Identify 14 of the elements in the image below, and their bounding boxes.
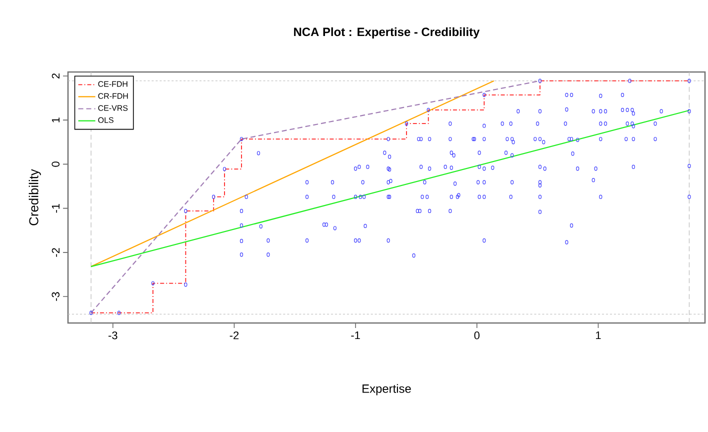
y-tick-label: -1	[52, 204, 60, 213]
y-tick-label: -2	[52, 248, 60, 257]
y-axis-title: Credibility	[28, 169, 41, 226]
x-tick-label: -3	[108, 332, 118, 340]
chart-title: NCA Plot : Expertise - Credibility	[294, 27, 480, 38]
y-tick-label: 1	[52, 118, 60, 122]
y-tick-label: 0	[52, 162, 60, 167]
x-axis-title: Expertise	[362, 384, 411, 396]
x-tick-label: -2	[230, 332, 239, 340]
x-tick-label: -1	[351, 332, 360, 340]
x-tick-label: 0	[474, 332, 480, 340]
y-tick-label: -3	[52, 292, 60, 301]
y-tick-label: 2	[52, 73, 60, 78]
x-tick-label: 1	[596, 332, 601, 340]
